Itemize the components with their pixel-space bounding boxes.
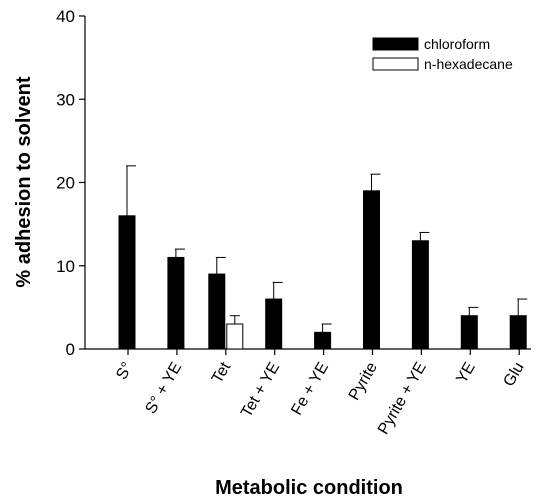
y-axis-title: % adhesion to solvent — [13, 76, 35, 287]
chloroform-bar — [167, 256, 185, 350]
x-axis-title: Metabolic condition — [215, 477, 403, 499]
x-tick-label: YE — [453, 360, 478, 387]
x-tick-label: Glu — [500, 360, 527, 390]
y-tick-label: 40 — [56, 7, 75, 26]
chloroform-bar — [363, 190, 380, 350]
x-tick-label: S° — [113, 360, 136, 383]
legend-swatch-chloroform — [372, 37, 419, 51]
x-tick-label: Pyrite — [346, 359, 381, 403]
bars — [118, 165, 528, 350]
legend-label-n-hexadecane: n-hexadecane — [424, 56, 513, 72]
x-tick-label: Pyrite + YE — [375, 360, 430, 438]
legend-swatch-n-hexadecane — [372, 57, 419, 71]
x-tick-label: Tet — [209, 359, 235, 386]
y-tick-label: 0 — [66, 340, 75, 359]
chloroform-bar — [460, 315, 478, 350]
y-tick-label: 10 — [56, 257, 75, 276]
chloroform-bar — [208, 273, 226, 350]
chloroform-bar — [118, 215, 136, 350]
chloroform-bar — [411, 240, 429, 350]
chloroform-bar — [509, 315, 527, 350]
x-tick-label: Tet + YE — [238, 360, 283, 421]
n-hexadecane-bar — [226, 323, 244, 350]
legend: chloroform n-hexadecane — [372, 36, 513, 72]
labels: S° S° + YE Tet Tet + YE Fe + YE PyritePyrite … — [113, 359, 527, 437]
y-tick-label: 30 — [56, 90, 75, 109]
chloroform-bar — [265, 298, 283, 350]
y-tick-label: 20 — [56, 174, 75, 193]
axes: 0 10 20 30 40 — [56, 7, 531, 359]
chloroform-bar — [314, 331, 332, 350]
x-tick-label: S° + YE — [142, 360, 185, 417]
legend-label-chloroform: chloroform — [424, 36, 490, 52]
x-tick-label: Fe + YE — [288, 360, 332, 419]
